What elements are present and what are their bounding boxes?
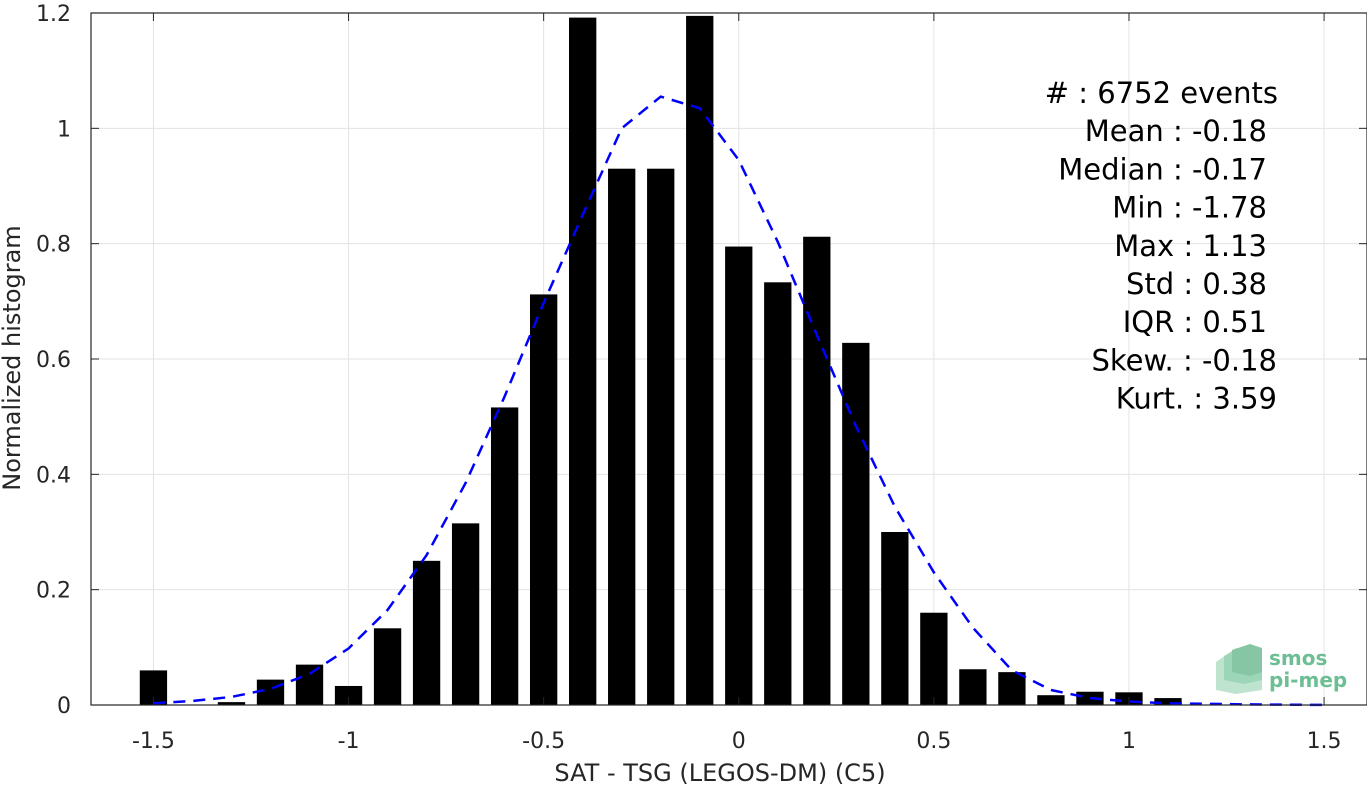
- stat-annotation: Min : -1.78: [1112, 191, 1267, 225]
- stat-annotation: Median : -0.17: [1058, 152, 1267, 186]
- histogram-bar: [686, 15, 714, 705]
- y-tick-label: 0.8: [36, 233, 71, 258]
- x-tick-label: -1: [338, 729, 360, 754]
- stat-annotation: Skew. : -0.18: [1091, 343, 1277, 377]
- histogram-bar: [998, 672, 1026, 705]
- histogram-bar: [647, 168, 675, 705]
- histogram-bar: [725, 246, 753, 706]
- histogram-bar: [256, 679, 285, 705]
- y-axis-label: Normalized histogram: [0, 225, 26, 490]
- stat-annotation: Std : 0.38: [1126, 267, 1267, 301]
- y-tick-label: 0.2: [36, 579, 71, 604]
- y-tick-label: 0.4: [36, 463, 71, 488]
- statistics-annotations: # : 6752 events Mean : -0.18 Median : -0.1…: [1045, 76, 1278, 416]
- histogram-bar: [803, 236, 831, 705]
- histogram-bar: [529, 294, 558, 705]
- histogram-bars: [139, 15, 1182, 706]
- stat-annotation: Mean : -0.18: [1085, 114, 1267, 148]
- histogram-bar: [373, 628, 402, 705]
- histogram-bar: [1154, 698, 1182, 705]
- x-axis-label: SAT - TSG (LEGOS-DM) (C5): [554, 759, 885, 785]
- histogram-bar: [920, 612, 948, 705]
- logo-text-line1: smos: [1269, 646, 1327, 670]
- y-tick-label: 0.6: [36, 348, 71, 373]
- x-tick-label: 0.5: [916, 729, 951, 754]
- histogram-bar: [451, 523, 480, 705]
- stat-annotation: Max : 1.13: [1114, 229, 1267, 263]
- x-tick-label: 1.5: [1307, 729, 1342, 754]
- stat-annotation: # : 6752 events: [1045, 76, 1278, 110]
- fit-curve-line: [153, 95, 1325, 707]
- stat-annotation: IQR : 0.51: [1123, 305, 1267, 339]
- y-tick-label: 0: [57, 694, 71, 719]
- y-tick-label: 1: [57, 117, 71, 142]
- logo-text-line2: pi-mep: [1269, 668, 1347, 692]
- smos-pimep-logo: smos pi-mep: [1216, 644, 1347, 694]
- x-tick-label: -0.5: [522, 729, 565, 754]
- histogram-bar: [608, 168, 636, 705]
- histogram-bar: [217, 702, 246, 705]
- histogram-bar: [295, 664, 324, 705]
- x-tick-label: -1.5: [132, 729, 175, 754]
- x-tick-label: 1: [1122, 729, 1136, 754]
- histogram-bar: [842, 342, 870, 705]
- logo-mark-icon: [1216, 644, 1262, 694]
- histogram-bar: [881, 532, 909, 705]
- histogram-bar: [1037, 695, 1065, 705]
- histogram-bar: [764, 282, 792, 705]
- histogram-bar: [334, 685, 363, 705]
- histogram-bar: [1076, 691, 1104, 705]
- histogram-bar: [490, 407, 519, 705]
- histogram-bar: [569, 17, 597, 705]
- stat-annotation: Kurt. : 3.59: [1116, 382, 1277, 416]
- x-tick-label: 0: [732, 729, 746, 754]
- histogram-bar: [959, 669, 987, 705]
- y-tick-label: 1.2: [36, 2, 71, 27]
- axis-ticks: -1.5 -1 -0.5 0 0.5 1 1.5 0 0.2 0.4 0.6 0.8 1 1.2: [36, 2, 1367, 754]
- histogram-bar: [412, 560, 441, 705]
